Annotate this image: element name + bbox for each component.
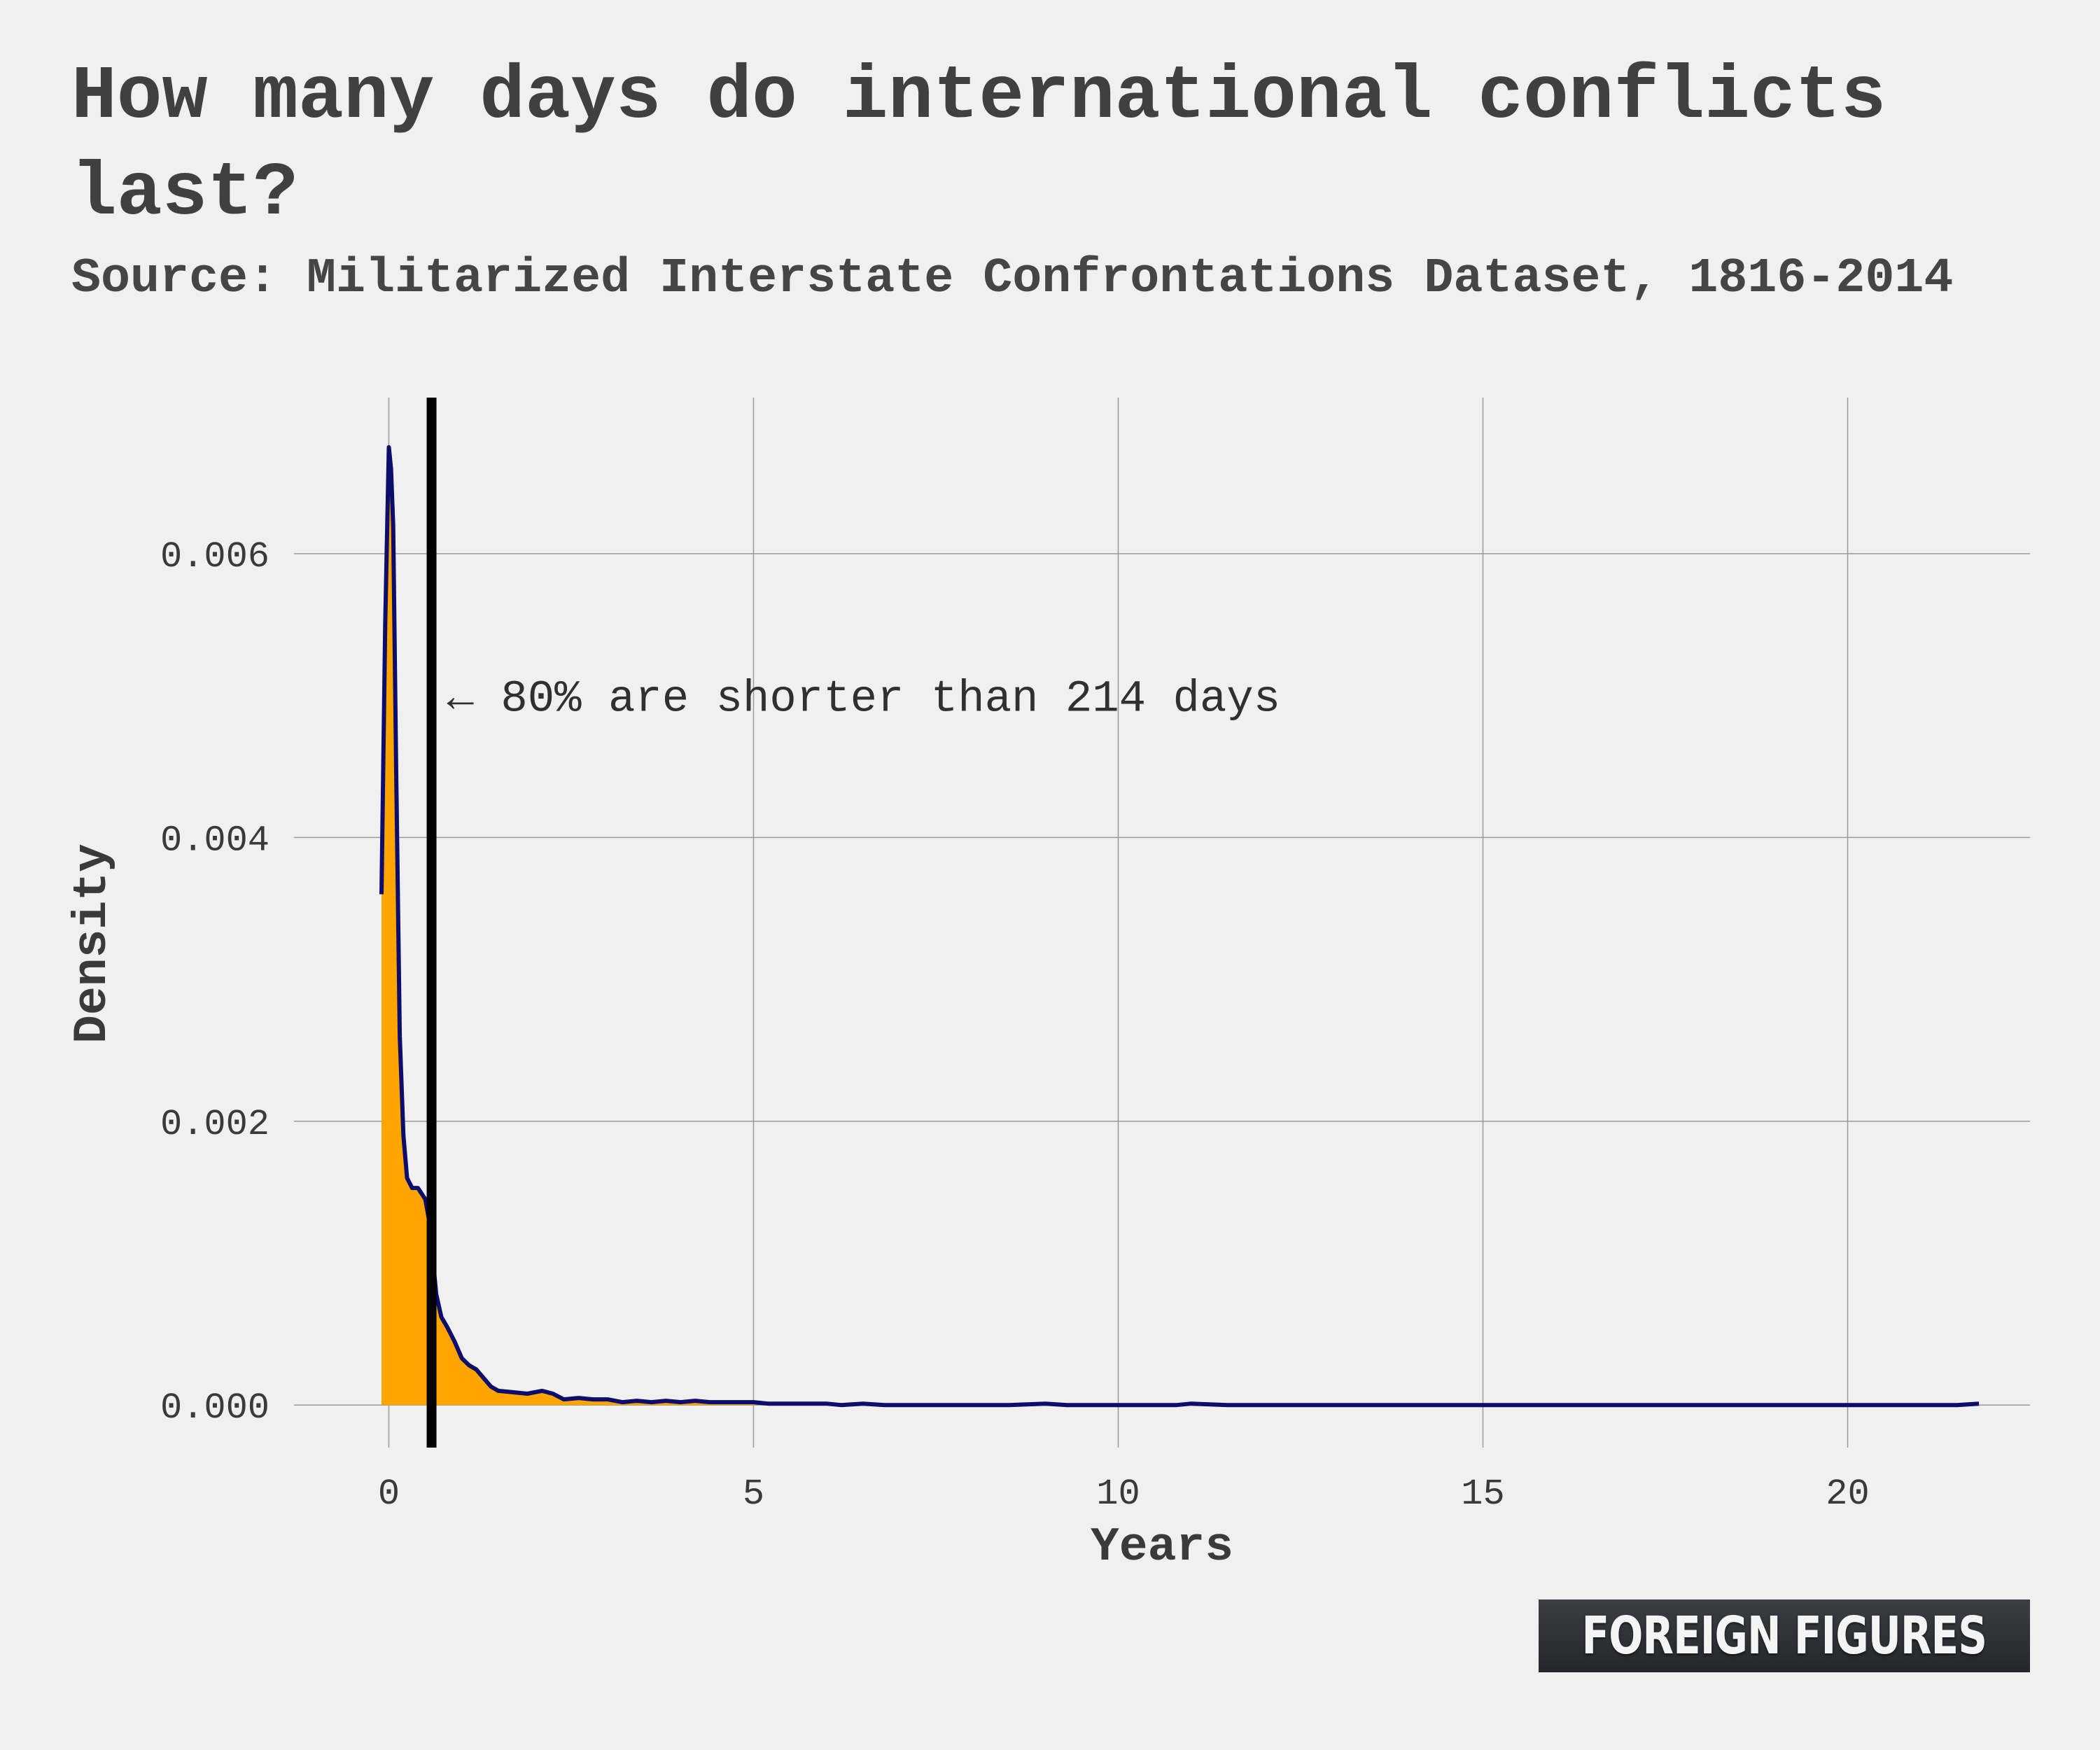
x-tick-label-2: 10	[1096, 1474, 1140, 1515]
density-line	[379, 444, 1980, 1408]
y-tick-label-0: 0.000	[160, 1387, 270, 1429]
y-tick-label-2: 0.004	[160, 820, 270, 861]
chart-title: How many days do international conflicts…	[71, 55, 1886, 237]
x-tick-labels: 0 5 10 15 20	[378, 1474, 1870, 1515]
density-area	[382, 447, 754, 1406]
x-tick-label-3: 15	[1461, 1474, 1504, 1515]
logo-text: FOREIGN FIGURES	[1581, 1606, 1987, 1666]
y-tick-label-1: 0.002	[160, 1104, 270, 1145]
y-axis-label: Density	[66, 844, 120, 1044]
percentile-annotation: ← 80% are shorter than 214 days	[447, 675, 1281, 725]
grid-lines	[294, 398, 2030, 1448]
x-axis-label: Years	[1091, 1520, 1233, 1574]
chart-subtitle: Source: Militarized Interstate Confronta…	[71, 251, 1954, 307]
y-tick-label-3: 0.006	[160, 536, 270, 578]
x-tick-label-1: 5	[743, 1474, 764, 1515]
foreign-figures-logo: FOREIGN FIGURES	[1539, 1600, 2030, 1672]
x-tick-label-4: 20	[1826, 1474, 1869, 1515]
y-tick-labels: 0.000 0.002 0.004 0.006	[160, 536, 270, 1429]
x-tick-label-0: 0	[378, 1474, 400, 1515]
